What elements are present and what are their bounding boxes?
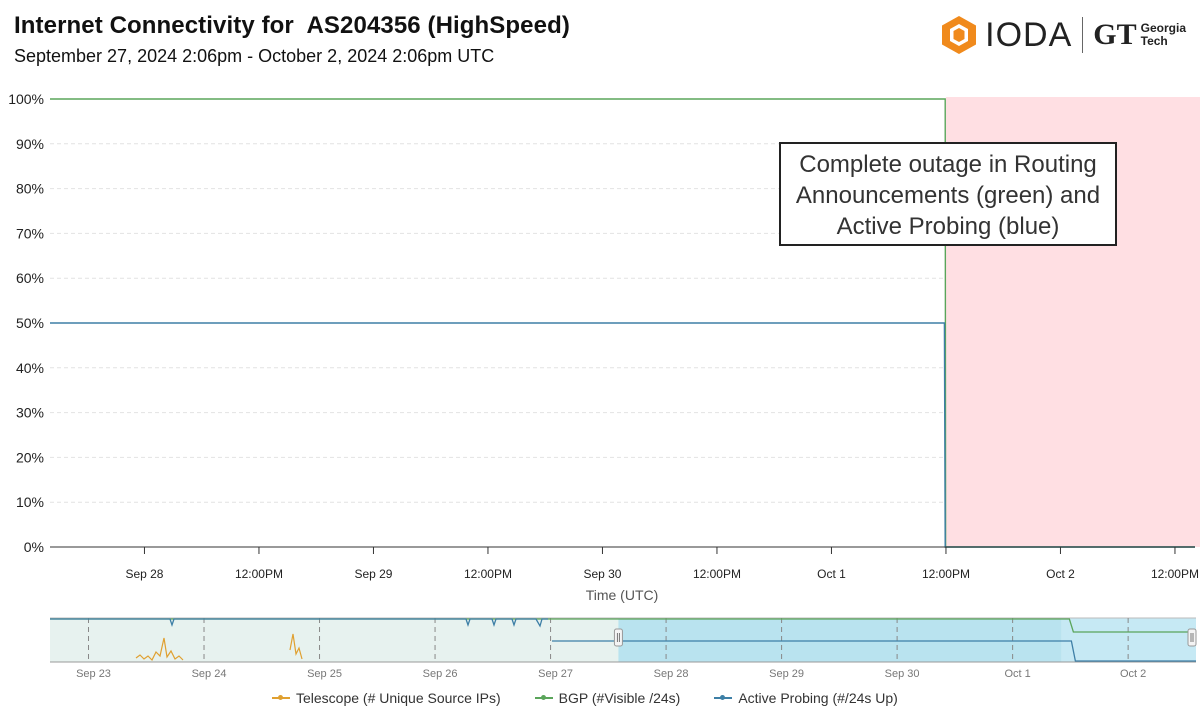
chart-header: Internet Connectivity for AS204356 (High… xyxy=(14,12,570,67)
y-tick-label: 20% xyxy=(16,449,44,465)
x-axis: Sep 28 12:00PM Sep 29 12:00PM Sep 30 12:00PM O… xyxy=(50,546,1199,581)
y-tick-label: 100% xyxy=(8,91,44,107)
legend-label-telescope: Telescope (# Unique Source IPs) xyxy=(296,690,501,706)
navigator-tick-label: Sep 26 xyxy=(423,668,458,680)
legend-item-telescope[interactable]: Telescope (# Unique Source IPs) xyxy=(272,690,501,706)
navigator-tick-label: Sep 27 xyxy=(538,668,573,680)
x-tick-label: Sep 28 xyxy=(125,567,163,581)
y-tick-label: 0% xyxy=(24,539,44,555)
legend-label-active-probing: Active Probing (#/24s Up) xyxy=(738,690,898,706)
navigator-tick-label: Sep 29 xyxy=(769,668,804,680)
annotation-line-3: Active Probing (blue) xyxy=(836,213,1060,240)
navigator-x-axis: Sep 23 Sep 24 Sep 25 Sep 26 Sep 27 Sep 28 Sep … xyxy=(76,668,1146,680)
y-tick-label: 50% xyxy=(16,315,44,331)
navigator-tick-label: Sep 24 xyxy=(192,668,227,680)
telescope-swatch-icon xyxy=(272,693,290,703)
x-tick-label: 12:00PM xyxy=(1151,567,1199,581)
y-tick-label: 90% xyxy=(16,136,44,152)
x-tick-label: Oct 2 xyxy=(1046,567,1075,581)
navigator-selection xyxy=(618,618,1062,662)
georgia-tech-mark: GT xyxy=(1093,18,1137,51)
connectivity-chart[interactable]: 0% 10% 20% 30% 40% 50% 60% 70% 80% 90% 100% Sep 28… xyxy=(0,0,1200,610)
handle-grip-icon[interactable] xyxy=(613,628,623,647)
x-tick-label: Sep 30 xyxy=(583,567,621,581)
annotation-line-1: Complete outage in Routing xyxy=(799,151,1097,178)
georgia-tech-line2: Tech xyxy=(1140,34,1168,48)
handle-grip-icon[interactable] xyxy=(1187,628,1197,647)
navigator-telescope-line-2 xyxy=(289,633,303,660)
navigator-tick-label: Sep 25 xyxy=(307,668,342,680)
legend-item-active-probing[interactable]: Active Probing (#/24s Up) xyxy=(714,690,898,706)
x-tick-label: 12:00PM xyxy=(922,567,970,581)
time-range-subtitle: September 27, 2024 2:06pm - October 2, 2… xyxy=(14,46,495,66)
navigator-left-handle[interactable] xyxy=(613,628,623,647)
legend: Telescope (# Unique Source IPs) BGP (#Vi… xyxy=(272,690,898,706)
bgp-swatch-icon xyxy=(534,693,553,703)
legend-label-bgp: BGP (#Visible /24s) xyxy=(558,690,681,706)
x-axis-label: Time (UTC) xyxy=(586,587,659,603)
logo-divider xyxy=(1082,17,1084,53)
navigator-gridlines xyxy=(88,618,1129,662)
navigator-selection-tail xyxy=(1061,618,1196,662)
page-title: Internet Connectivity for AS204356 (High… xyxy=(14,12,570,39)
ioda-logo-icon xyxy=(942,16,977,54)
navigator-series xyxy=(50,618,1196,662)
outage-annotation: Complete outage in Routing Announcements… xyxy=(779,142,1117,246)
navigator-tick-label: Sep 28 xyxy=(654,668,689,680)
y-tick-label: 40% xyxy=(16,360,44,376)
legend-item-bgp[interactable]: BGP (#Visible /24s) xyxy=(534,690,681,706)
navigator-active-probing-line xyxy=(50,618,1196,662)
x-tick-label: 12:00PM xyxy=(693,567,741,581)
active-probing-swatch-icon xyxy=(714,693,733,703)
x-tick-label: Sep 29 xyxy=(354,567,392,581)
navigator-tick-label: Oct 1 xyxy=(1004,668,1030,680)
logos: IODA GT Georgia Tech xyxy=(939,14,1186,56)
navigator-tick-label: Sep 30 xyxy=(885,668,920,680)
time-navigator[interactable]: Sep 23 Sep 24 Sep 25 Sep 26 Sep 27 Sep 28 Sep … xyxy=(0,612,1200,682)
y-tick-label: 70% xyxy=(16,225,44,241)
y-axis: 0% 10% 20% 30% 40% 50% 60% 70% 80% 90% 100% xyxy=(8,91,44,555)
y-tick-label: 80% xyxy=(16,181,44,197)
navigator-background xyxy=(50,617,1196,663)
y-tick-label: 30% xyxy=(16,405,44,421)
navigator-right-handle[interactable] xyxy=(1187,628,1197,647)
annotation-line-2: Announcements (green) and xyxy=(795,182,1101,209)
ioda-logo-text: IODA xyxy=(985,15,1073,54)
navigator-handles[interactable] xyxy=(613,628,1197,647)
navigator-tick-label: Oct 2 xyxy=(1120,668,1146,680)
y-tick-label: 10% xyxy=(16,494,44,510)
x-tick-label: Oct 1 xyxy=(817,567,846,581)
x-tick-label: 12:00PM xyxy=(235,567,283,581)
georgia-tech-line1: Georgia xyxy=(1140,21,1186,35)
y-tick-label: 60% xyxy=(16,270,44,286)
x-tick-label: 12:00PM xyxy=(464,567,512,581)
navigator-tick-label: Sep 23 xyxy=(76,668,111,680)
georgia-tech-wordmark: Georgia Tech xyxy=(1141,22,1186,48)
navigator-telescope-line-1 xyxy=(135,637,184,662)
